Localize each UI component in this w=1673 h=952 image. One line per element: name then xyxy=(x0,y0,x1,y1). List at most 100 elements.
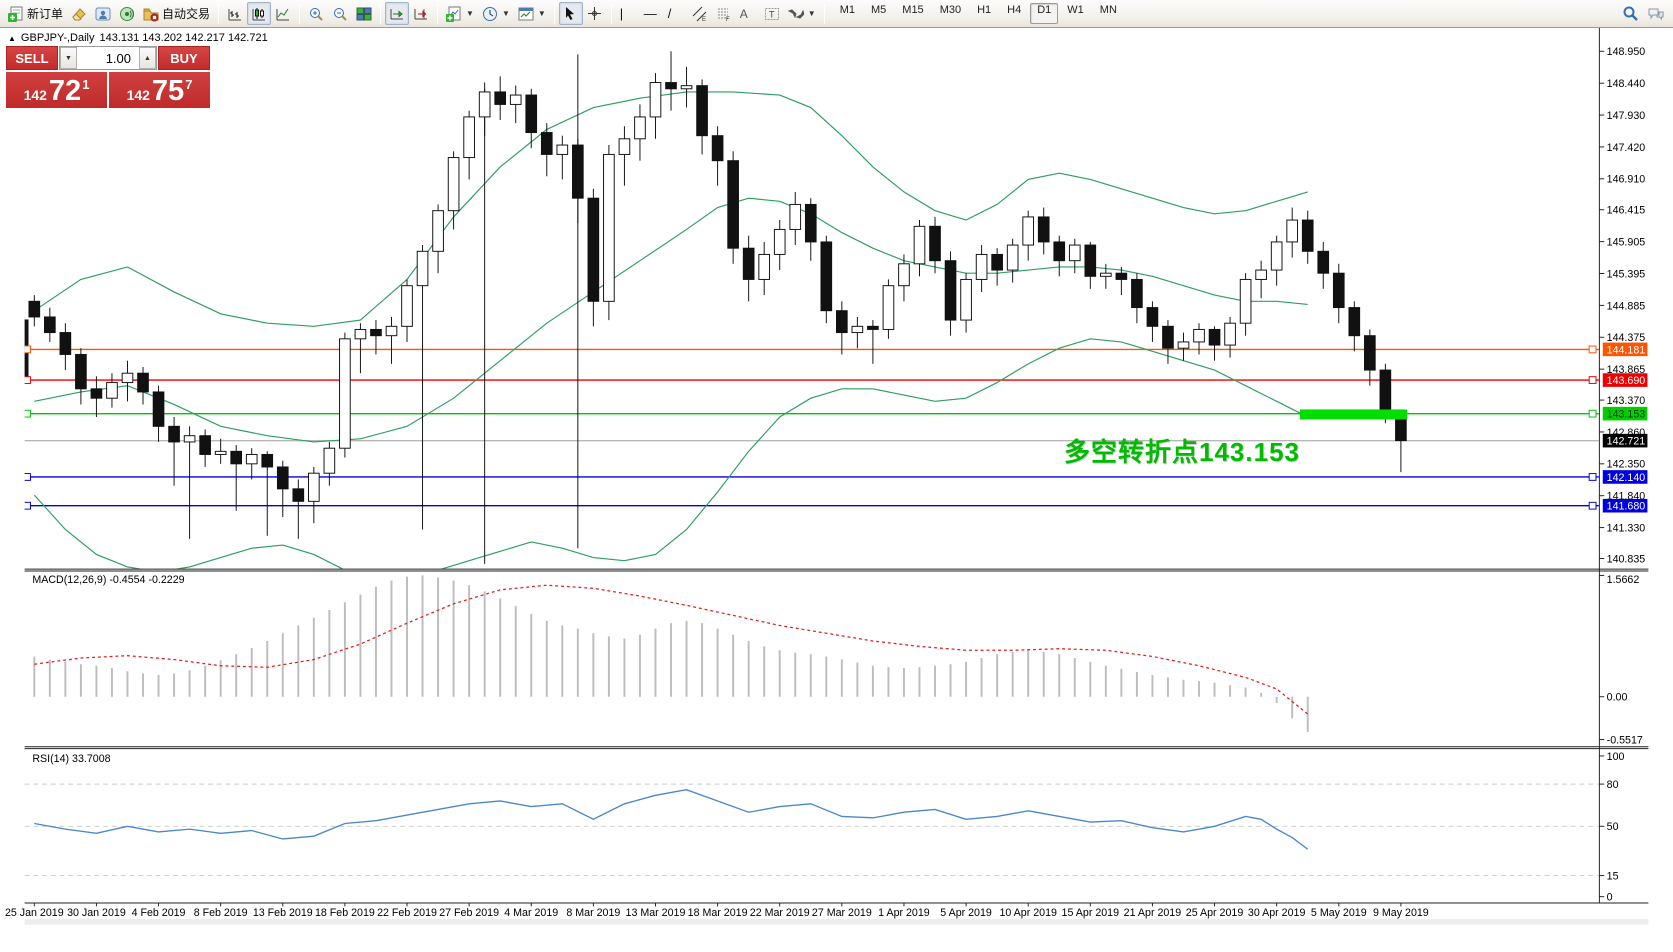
new-order-icon xyxy=(8,6,23,22)
auto-scroll-button[interactable] xyxy=(385,2,410,25)
timeframe-W1[interactable]: W1 xyxy=(1067,4,1084,16)
volume-decrease-button[interactable]: ▼ xyxy=(60,47,77,69)
zoom-out-button[interactable] xyxy=(328,2,352,25)
chart-title: ▲ GBPJPY-,Daily 143.131 143.202 142.217 … xyxy=(8,32,268,44)
candle-chart-button[interactable] xyxy=(247,2,272,25)
timeframe-H1[interactable]: H1 xyxy=(977,4,992,16)
volume-increase-button[interactable]: ▲ xyxy=(139,47,156,69)
collapse-triangle-icon: ▲ xyxy=(8,33,16,43)
vertical-line-icon: | xyxy=(619,6,624,21)
svg-text:30 Jan 2019: 30 Jan 2019 xyxy=(67,907,126,919)
templates-button[interactable]: ▼ xyxy=(514,2,550,25)
svg-text:RSI(14) 33.7008: RSI(14) 33.7008 xyxy=(32,753,110,765)
timeframe-M1[interactable]: M1 xyxy=(839,4,855,16)
autotrade-button[interactable]: 自动交易 xyxy=(139,2,214,25)
svg-text:8 Feb 2019: 8 Feb 2019 xyxy=(194,907,248,919)
toolbar-separator xyxy=(553,3,555,24)
fibonacci-button[interactable]: F xyxy=(712,2,736,25)
timeframe-MN[interactable]: MN xyxy=(1099,4,1117,16)
crosshair-button[interactable] xyxy=(583,2,607,25)
profile-button[interactable] xyxy=(91,2,115,25)
new-order-label: 新订单 xyxy=(27,7,64,21)
timeframe-D1[interactable]: D1 xyxy=(1030,3,1059,24)
periods-caret: ▼ xyxy=(501,9,510,18)
bar-chart-button[interactable] xyxy=(223,2,247,25)
svg-text:18 Mar 2019: 18 Mar 2019 xyxy=(688,907,748,919)
sound-button[interactable] xyxy=(115,2,139,25)
toolbar-separator xyxy=(823,3,825,24)
vertical-line-button[interactable]: | xyxy=(616,2,640,25)
text-label-button[interactable]: T xyxy=(760,2,784,25)
periods-button[interactable]: ▼ xyxy=(478,2,514,25)
templates-icon xyxy=(518,7,534,20)
horizontal-line-button[interactable]: — xyxy=(640,2,664,25)
chat-icon xyxy=(1648,8,1664,20)
svg-text:25 Apr 2019: 25 Apr 2019 xyxy=(1186,907,1244,919)
svg-text:4 Feb 2019: 4 Feb 2019 xyxy=(132,907,186,919)
svg-text:143.865: 143.865 xyxy=(1607,364,1646,376)
sell-price[interactable]: 142 72 1 xyxy=(6,72,107,108)
svg-text:145.395: 145.395 xyxy=(1607,268,1646,280)
svg-text:E: E xyxy=(702,17,706,22)
svg-text:13 Mar 2019: 13 Mar 2019 xyxy=(626,907,686,919)
ohlc-values: 143.131 143.202 142.217 142.721 xyxy=(99,32,268,44)
arrows-icon xyxy=(787,8,804,19)
channel-button[interactable]: E xyxy=(688,2,712,25)
svg-text:15 Apr 2019: 15 Apr 2019 xyxy=(1062,907,1120,919)
timeframe-H4[interactable]: H4 xyxy=(1007,4,1022,16)
sell-button[interactable]: SELL xyxy=(6,46,58,70)
buy-price-point: 7 xyxy=(185,77,193,92)
timeframe-M30[interactable]: M30 xyxy=(939,4,962,16)
tile-windows-button[interactable] xyxy=(352,2,376,25)
svg-text:T: T xyxy=(769,9,775,19)
buy-button[interactable]: BUY xyxy=(158,46,210,70)
volume-value[interactable]: 1.00 xyxy=(105,50,131,66)
price-chart-canvas[interactable]: 148.950 148.440 147.930 147.420 146.910 146.4… xyxy=(0,28,1673,952)
fibonacci-icon: F xyxy=(717,8,730,22)
svg-text:145.905: 145.905 xyxy=(1607,237,1646,249)
svg-text:27 Feb 2019: 27 Feb 2019 xyxy=(439,907,499,919)
chart-window[interactable]: 148.950 148.440 147.930 147.420 146.910 146.4… xyxy=(0,28,1673,952)
svg-text:143.690: 143.690 xyxy=(1607,375,1646,387)
arrows-button[interactable]: ▼ xyxy=(784,2,820,25)
svg-text:142.721: 142.721 xyxy=(1607,436,1646,448)
cursor-icon xyxy=(565,7,574,20)
channel-icon: E xyxy=(692,6,707,22)
buy-price-base: 142 xyxy=(126,87,150,103)
crosshair-icon xyxy=(587,7,601,20)
volume-spinner: ▼ 1.00 ▲ xyxy=(59,46,157,70)
timeframe-M5[interactable]: M5 xyxy=(871,4,887,16)
new-order-button[interactable]: 新订单 xyxy=(4,2,67,25)
zoom-out-icon xyxy=(334,7,347,21)
toolbar-separator xyxy=(380,3,382,24)
svg-text:8 Mar 2019: 8 Mar 2019 xyxy=(566,907,620,919)
svg-text:142.140: 142.140 xyxy=(1607,472,1646,484)
svg-text:15: 15 xyxy=(1607,870,1619,882)
chart-shift-icon xyxy=(414,8,428,19)
search-button[interactable] xyxy=(1618,2,1643,25)
line-chart-button[interactable] xyxy=(271,2,295,25)
one-click-trading-panel: SELL ▼ 1.00 ▲ BUY 142 72 1 142 75 7 xyxy=(6,46,210,108)
timeframe-M15[interactable]: M15 xyxy=(902,4,924,16)
svg-text:147.420: 147.420 xyxy=(1607,142,1646,154)
trendline-icon: / xyxy=(667,6,672,21)
trendline-button[interactable]: / xyxy=(664,2,688,25)
zoom-in-button[interactable] xyxy=(304,2,328,25)
indicators-icon xyxy=(446,6,461,22)
svg-text:22 Mar 2019: 22 Mar 2019 xyxy=(750,907,810,919)
svg-text:143.370: 143.370 xyxy=(1607,395,1646,407)
cursor-button[interactable] xyxy=(558,2,583,25)
svg-text:141.680: 141.680 xyxy=(1607,501,1646,513)
svg-text:21 Apr 2019: 21 Apr 2019 xyxy=(1124,907,1182,919)
chart-shift-button[interactable] xyxy=(409,2,433,25)
svg-text:-0.5517: -0.5517 xyxy=(1607,734,1643,746)
text-label-icon: T xyxy=(764,7,779,20)
svg-text:142.350: 142.350 xyxy=(1607,459,1646,471)
text-button[interactable]: A xyxy=(736,2,760,25)
svg-text:0.00: 0.00 xyxy=(1607,692,1628,704)
chat-button[interactable] xyxy=(1643,2,1669,25)
eraser-button[interactable] xyxy=(67,2,91,25)
buy-price[interactable]: 142 75 7 xyxy=(109,72,210,108)
toolbar-separator xyxy=(437,3,439,24)
indicators-button[interactable]: ▼ xyxy=(442,2,478,25)
